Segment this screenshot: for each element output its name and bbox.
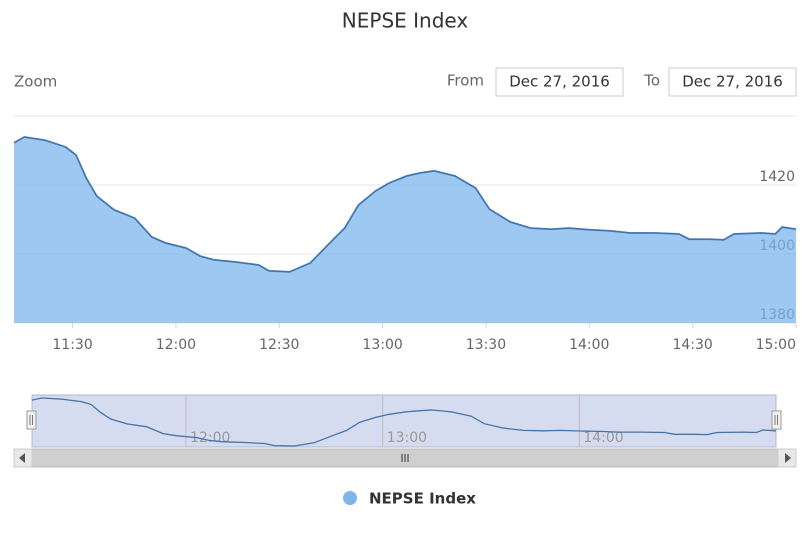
to-input-text[interactable]: Dec 27, 2016 (682, 73, 783, 91)
handle-box[interactable] (26, 410, 37, 430)
navigator-handle-right[interactable] (771, 410, 782, 430)
legend[interactable]: NEPSE Index (343, 490, 476, 508)
to-label: To (643, 72, 660, 90)
navigator-tick-label: 13:00 (387, 430, 427, 446)
chart-title: NEPSE Index (342, 9, 469, 33)
handle-grip (29, 415, 33, 425)
from-input-text[interactable]: Dec 27, 2016 (509, 73, 610, 91)
x-tick-label: 11:30 (52, 337, 92, 353)
scrollbar-grip (401, 454, 409, 462)
to-input[interactable]: Dec 27, 2016 (668, 67, 797, 97)
zoom-label: Zoom (14, 73, 57, 91)
scroll-left-arrow (19, 453, 25, 463)
from-input-box[interactable] (495, 67, 624, 97)
handle-grip (774, 415, 778, 425)
area (14, 137, 796, 323)
line (13, 136, 797, 273)
plot: 13801400142011:3012:0012:3013:0013:3014:… (13, 115, 797, 353)
x-tick-label: 12:00 (156, 337, 196, 353)
y-tick-label: 1420 (759, 169, 795, 185)
from-label: From (447, 72, 484, 90)
navigator: 12:00 13:00 14:00 (31, 395, 777, 447)
x-tick-label: 14:00 (569, 337, 609, 353)
x-tick-label: 13:00 (362, 337, 402, 353)
legend-label[interactable]: NEPSE Index (369, 490, 476, 508)
handle-box[interactable] (771, 410, 782, 430)
navigator-handle-left[interactable] (26, 410, 37, 430)
navigator-tick-label: 14:00 (583, 430, 623, 446)
legend-symbol (343, 491, 357, 505)
x-tick-label: 13:30 (466, 337, 506, 353)
from-input[interactable]: Dec 27, 2016 (495, 67, 624, 97)
to-input-box[interactable] (668, 67, 797, 97)
scroll-right-arrow (785, 453, 791, 463)
x-tick-label: 14:30 (672, 337, 712, 353)
x-tick-label: 15:00 (756, 337, 796, 353)
x-tick-label: 12:30 (259, 337, 299, 353)
navigator-mask[interactable] (31, 394, 777, 448)
line (31, 397, 777, 447)
